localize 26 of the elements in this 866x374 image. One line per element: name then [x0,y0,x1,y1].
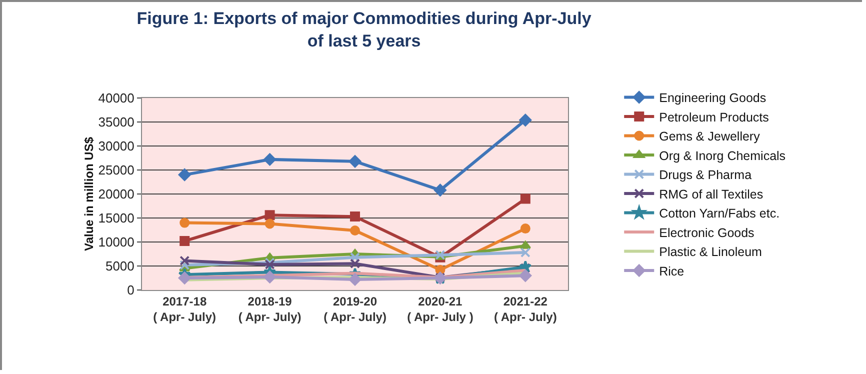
x-tick-label: 2020-21 ( Apr- July ) [407,294,474,324]
y-tick-label: 25000 [98,162,134,178]
y-tick-label: 10000 [98,234,134,250]
legend-label: Petroleum Products [659,110,769,124]
x-tick-label: 2017-18 ( Apr- July) [153,294,216,324]
y-axis-title: Value in million US$ [82,136,96,252]
y-tick-label: 35000 [98,114,134,130]
x-tick-label: 2019-20 ( Apr- July) [324,294,386,324]
y-tick-label: 40000 [98,90,134,106]
legend-label: Gems & Jewellery [659,130,761,144]
legend-label: Cotton Yarn/Fabs etc. [659,206,780,221]
legend-label: RMG of all Textiles [659,187,764,202]
legend-label: Electronic Goods [659,226,754,240]
legend-label: Plastic & Linoleum [659,245,762,260]
y-tick-label: 20000 [98,186,134,202]
legend-label: Engineering Goods [659,91,766,106]
x-tick-label: 2018-19 ( Apr- July) [238,294,302,324]
y-tick-label: 15000 [98,210,134,226]
y-tick-label: 30000 [98,138,134,154]
y-tick-label: 0 [127,282,134,298]
y-tick-label: 5000 [105,258,134,274]
chart-title: Figure 1: Exports of major Commodities during Apr-July of last 5 years [136,9,592,50]
legend-label: Org & Inorg Chemicals [659,148,786,163]
x-tick-label: 2021-22 ( Apr- July) [494,294,557,324]
legend-label: Rice [659,264,684,278]
legend-label: Drugs & Pharma [659,168,752,182]
